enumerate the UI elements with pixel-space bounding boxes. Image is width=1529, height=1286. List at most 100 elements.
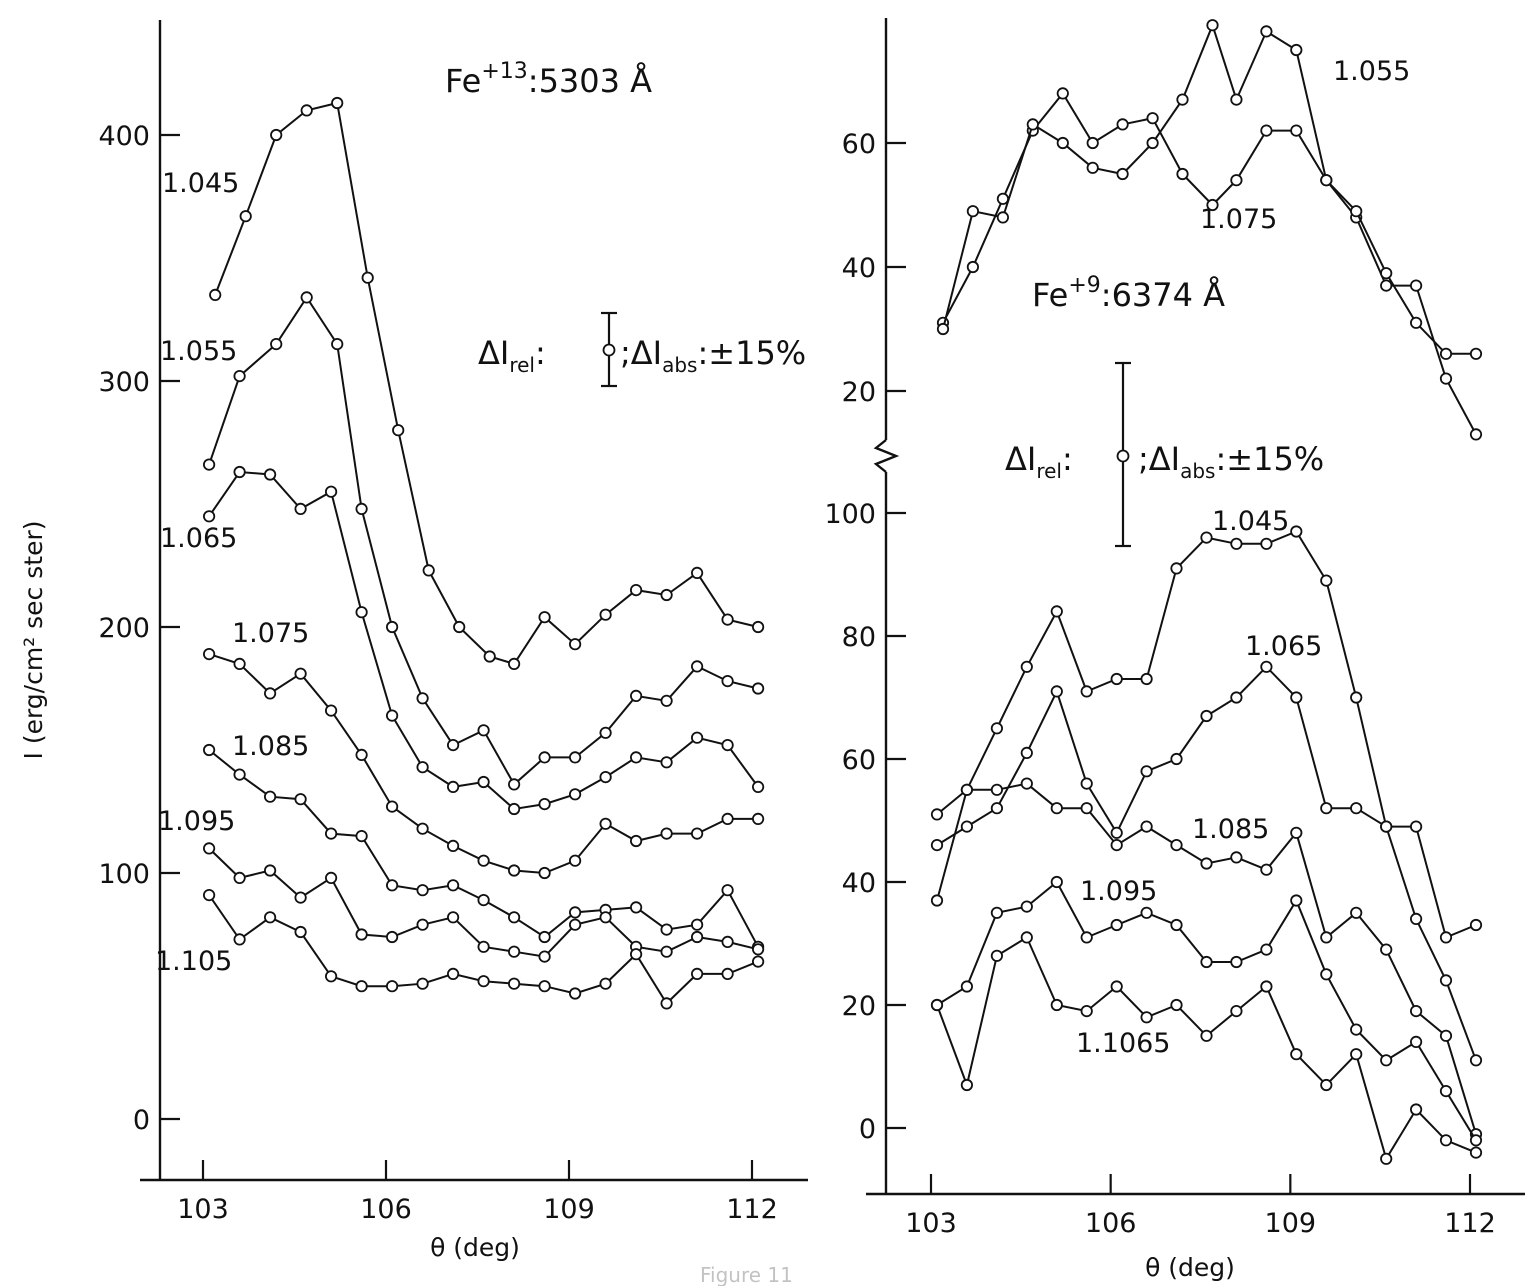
left-point-2-15 [660,756,673,769]
right-lower-point-4-0 [930,998,944,1012]
left-point-6-17 [721,967,734,981]
right-upper-point-1-4 [1056,136,1069,150]
right-lower-series-line-3 [936,880,1477,1141]
left-point-3-12 [568,854,582,867]
left-point-6-2 [263,911,277,924]
right-lower-point-3-5 [1080,931,1093,944]
right-lower-point-0-12 [1290,525,1303,538]
left-point-0-17 [721,613,734,626]
left-point-2-14 [629,751,643,764]
left-point-6-11 [538,980,551,993]
right-upper-point-1-9 [1206,19,1219,32]
right-lower-point-0-10 [1230,537,1243,550]
left-point-4-12 [568,906,582,919]
right-lower-point-0-5 [1080,685,1093,698]
right-x-tick-label-106: 106 [1085,1208,1137,1239]
left-point-5-17 [721,935,734,949]
left-point-4-10 [507,911,521,924]
right-x-axis-title: θ (deg) [1145,1253,1235,1282]
right-lower-y-tick-label-40: 40 [842,868,876,899]
left-point-6-1 [233,933,246,946]
right-lower-point-2-10 [1230,851,1243,864]
left-point-1-5 [355,502,368,515]
left-point-2-5 [355,606,368,619]
right-lower-point-3-10 [1230,955,1243,969]
left-point-3-18 [751,812,765,826]
right-lower-point-1-13 [1320,802,1333,815]
right-lower-point-4-7 [1140,1011,1153,1024]
left-point-2-3 [294,502,307,515]
right-chart: 20 40 60 0 20 40 60 80 100 103 106 109 112 1.055 1.0… [824,18,1525,1282]
left-point-5-1 [233,871,246,885]
right-upper-point-1-0 [936,322,950,336]
right-lower-point-2-15 [1380,943,1393,956]
left-point-1-6 [385,620,399,634]
right-lower-point-1-18 [1469,1054,1483,1067]
left-point-0-9 [483,650,496,663]
right-lower-point-4-1 [960,1078,974,1092]
right-lower-point-1-6 [1110,826,1123,839]
left-point-0-14 [629,583,643,597]
svg-text:ΔIrel:: ΔIrel: [1005,440,1073,483]
left-chart: 0 100 200 300 400 103 106 109 112 1.045 1.055 1.0… [19,20,808,1262]
right-lower-point-1-5 [1080,777,1093,790]
right-upper-point-0-7 [1146,112,1159,125]
left-point-4-9 [477,893,490,907]
left-point-5-5 [355,928,368,941]
left-point-5-0 [203,842,216,855]
right-lower-point-4-17 [1439,1134,1453,1147]
right-lower-point-1-2 [990,802,1004,815]
right-upper-point-0-2 [996,192,1010,205]
right-upper-series-line-0 [942,91,1477,435]
right-upper-point-1-8 [1176,93,1189,106]
left-y-tick-label-300: 300 [98,367,150,398]
right-upper-point-1-17 [1439,347,1453,360]
right-lower-point-0-14 [1350,691,1363,704]
left-point-2-9 [477,775,490,789]
left-chart-title: Fe+13:5303 Å [445,59,652,100]
left-x-tick-label-112: 112 [726,1194,778,1225]
figure-caption-partial: Figure 11 [700,1263,793,1286]
right-upper-y-tick-label-60: 60 [842,129,876,160]
right-x-tick-label-109: 109 [1265,1208,1317,1239]
left-point-0-1 [239,210,252,223]
right-lower-point-3-3 [1020,900,1033,913]
left-point-1-7 [416,692,429,705]
left-point-2-16 [690,731,704,744]
right-lower-point-1-17 [1439,974,1453,987]
left-point-4-1 [233,768,246,781]
left-point-2-18 [751,780,765,794]
left-y-tick-label-200: 200 [98,613,150,644]
right-upper-point-0-18 [1469,428,1483,441]
right-lower-point-3-9 [1200,955,1213,969]
right-lower-series-label-4: 1.1065 [1076,1028,1170,1059]
left-point-4-3 [294,793,307,806]
left-point-1-15 [660,694,673,707]
right-lower-y-tick-label-80: 80 [842,622,876,653]
left-point-0-0 [209,288,222,301]
left-error-annotation: ΔIrel: ;ΔIabs:±15% [478,311,806,388]
left-point-3-1 [233,657,246,671]
left-point-1-0 [203,458,216,471]
left-point-6-10 [507,977,521,990]
right-lower-point-0-4 [1050,605,1063,618]
left-x-axis-title: θ (deg) [430,1233,520,1262]
right-lower-point-4-14 [1350,1048,1363,1061]
right-lower-point-0-9 [1200,531,1213,544]
right-upper-point-0-8 [1176,167,1189,181]
left-point-5-9 [477,940,490,953]
right-lower-point-2-11 [1260,863,1273,876]
right-lower-point-2-7 [1140,820,1153,833]
right-upper-point-1-2 [996,211,1010,224]
left-series-line-0 [214,101,759,666]
right-upper-point-0-10 [1230,174,1243,187]
axis-break-mark [873,439,900,473]
right-upper-series-label-1: 1.075 [1200,204,1277,235]
left-point-6-7 [416,977,429,990]
right-lower-point-1-7 [1140,765,1153,778]
left-point-5-10 [507,945,521,958]
left-point-2-17 [721,738,734,752]
left-point-5-6 [385,930,399,944]
left-x-tick-label-106: 106 [360,1194,412,1225]
